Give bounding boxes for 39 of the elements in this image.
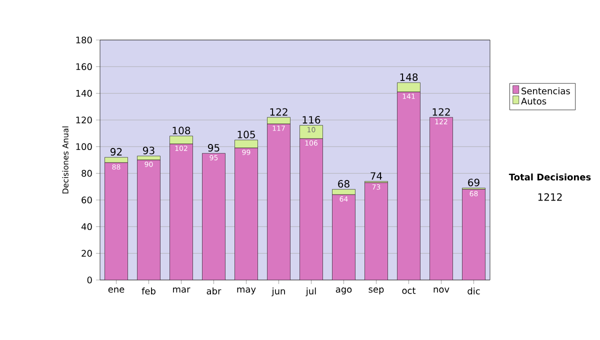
x-tick-label: nov (434, 288, 450, 293)
y-axis-title: Decisiones Anual (62, 126, 68, 194)
x-tick-label: dic (468, 288, 480, 294)
x-tick-label: mar (173, 288, 190, 293)
y-tick-label: 100 (76, 143, 92, 150)
y-tick-label: 0 (87, 276, 92, 284)
total-label: 122 (270, 108, 288, 116)
x-tick-label: feb (142, 288, 156, 294)
y-tick-label: 160 (76, 63, 92, 70)
total-label: 74 (370, 172, 382, 180)
total-label: 116 (302, 116, 320, 124)
text: 1212 (538, 193, 562, 201)
legend-label: Sentencias (522, 87, 570, 94)
total-label: 92 (110, 148, 122, 156)
x-tick-label: abr (206, 288, 222, 294)
x-tick-label: may (237, 288, 256, 294)
y-tick-label: 20 (82, 250, 92, 257)
x-tick-label: ago (336, 288, 352, 294)
x-tick-label: oct (402, 288, 416, 294)
total-label: 95 (208, 144, 220, 152)
total-label: 122 (432, 108, 450, 116)
x-tick-label: sep (368, 288, 384, 294)
total-label: 148 (400, 73, 418, 81)
y-tick-label: 120 (76, 116, 92, 124)
total-label: 105 (238, 130, 255, 138)
y-tick-label: 80 (82, 170, 92, 177)
y-tick-label: 40 (81, 223, 92, 230)
total-label: 69 (468, 178, 480, 186)
total-label: 108 (172, 126, 190, 134)
legend-label: Autos (521, 98, 546, 105)
total-label: 93 (143, 146, 154, 154)
x-tick-label: jun (272, 288, 285, 296)
y-tick-label: 60 (82, 196, 92, 204)
total-label: 68 (338, 180, 350, 188)
x-tick-label: jul (306, 288, 316, 296)
text: Total Decisiones (508, 174, 591, 180)
y-tick-label: 180 (76, 36, 92, 44)
y-tick-label: 140 (76, 90, 92, 97)
x-tick-label: ene (108, 288, 124, 293)
